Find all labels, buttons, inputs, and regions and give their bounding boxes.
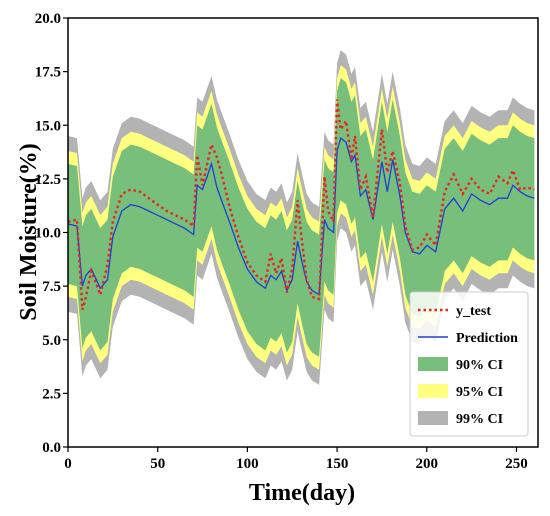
y-axis-label: Soil Moisture(%) — [16, 143, 42, 321]
legend-box — [409, 291, 529, 437]
legend-swatch-ci90 — [418, 357, 448, 371]
ci-90-band — [68, 78, 535, 357]
legend-label-ci90: 90% CI — [456, 358, 503, 373]
y-tick-label: 7.5 — [42, 279, 61, 295]
y-tick-label: 20.0 — [35, 11, 61, 27]
y-tick-label: 10.0 — [35, 226, 61, 242]
legend: y_test Prediction 90% CI 95% CI 99% CI — [409, 291, 529, 437]
x-tick-label: 0 — [64, 456, 72, 472]
x-tick-label: 200 — [416, 456, 439, 472]
legend-swatch-ci95 — [418, 384, 448, 398]
y-tick-label: 2.5 — [42, 386, 61, 402]
x-tick-label: 100 — [236, 456, 259, 472]
x-axis-label: Time(day) — [249, 480, 355, 506]
x-tick-label: 250 — [505, 456, 528, 472]
legend-label-ci99: 99% CI — [456, 412, 503, 427]
y-tick-label: 12.5 — [35, 172, 61, 188]
y-tick-label: 15.0 — [35, 118, 61, 134]
legend-label-ci95: 95% CI — [456, 385, 503, 400]
y-tick-label: 17.5 — [35, 65, 61, 81]
y-tick-label: 5.0 — [42, 333, 61, 349]
y-test-line — [68, 99, 535, 311]
x-tick-label: 50 — [150, 456, 165, 472]
axis-ticks: 0 50 100 150 200 250 0.0 2.5 5.0 7.5 10.0 12.5 15.0 1… — [35, 11, 528, 472]
legend-label-prediction: Prediction — [456, 331, 518, 346]
y-tick-label: 0.0 — [42, 440, 61, 456]
legend-label-y_test: y_test — [456, 304, 491, 319]
x-tick-label: 150 — [326, 456, 349, 472]
legend-swatch-ci99 — [418, 411, 448, 425]
